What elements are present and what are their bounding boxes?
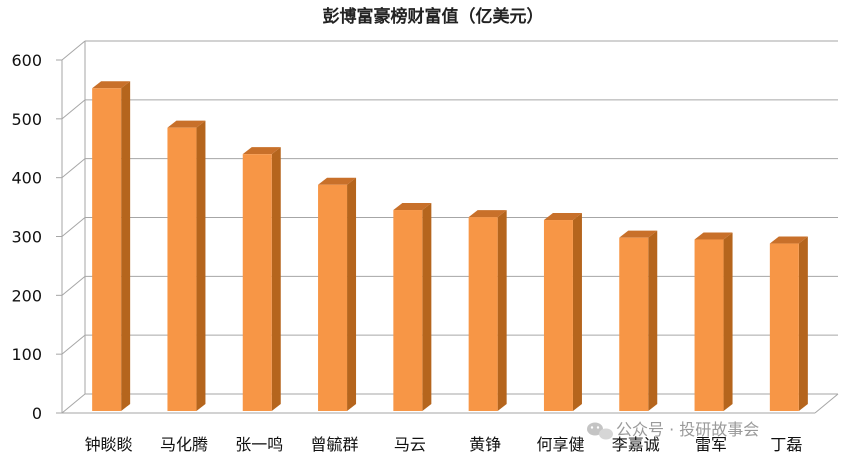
gridline-depth [61, 275, 86, 296]
x-category-label: 张一鸣 [235, 435, 283, 454]
watermark: 公众号 · 投研故事会 [587, 420, 759, 440]
wechat-icon [587, 422, 613, 440]
x-category-label: 丁磊 [770, 435, 802, 454]
y-tick-label: 300 [11, 228, 42, 247]
chart-title: 彭博富豪榜财富值（亿美元） [323, 6, 544, 27]
x-category-label: 何享健 [536, 435, 584, 454]
y-tick-label: 200 [11, 286, 42, 305]
x-category-label: 钟睒睒 [85, 435, 133, 454]
y-tick-label: 400 [11, 169, 42, 188]
y-tick-label: 0 [32, 404, 42, 423]
y-tick-label: 500 [11, 110, 42, 129]
bar [318, 177, 357, 411]
y-tick-label: 600 [11, 51, 42, 70]
bar [619, 230, 658, 411]
y-axis-ticks: 0 100 200 300 400 500 600 [11, 51, 42, 423]
gridline-depth [61, 217, 86, 237]
x-category-label: 雷军 [695, 435, 727, 454]
bar [242, 147, 281, 411]
chart-grid [61, 40, 838, 414]
x-category-label: 黄铮 [469, 435, 501, 454]
gridline-depth [61, 334, 86, 355]
bar [468, 210, 507, 411]
axis-edge [814, 393, 839, 414]
bar [769, 236, 808, 411]
bar-series [92, 81, 808, 412]
bar [92, 81, 131, 412]
x-category-label: 李嘉诚 [612, 435, 660, 454]
x-category-label: 曾毓群 [311, 435, 359, 454]
gridline-depth [61, 40, 86, 61]
x-category-label: 马云 [394, 435, 426, 454]
gridline-depth [61, 99, 86, 120]
gridline-depth [61, 393, 86, 414]
bar [694, 232, 733, 411]
bar [543, 213, 582, 411]
x-category-label: 马化腾 [160, 435, 208, 454]
bar [167, 120, 206, 412]
chart-axes [56, 41, 839, 414]
gridline-depth [61, 158, 86, 179]
bar [393, 203, 432, 411]
watermark-text: 公众号 · 投研故事会 [616, 420, 759, 439]
x-axis-categories: 钟睒睒 马化腾 张一鸣 曾毓群 马云 黄铮 何享健 李嘉诚 雷军 丁磊 [85, 435, 803, 454]
y-tick-label: 100 [11, 345, 42, 364]
